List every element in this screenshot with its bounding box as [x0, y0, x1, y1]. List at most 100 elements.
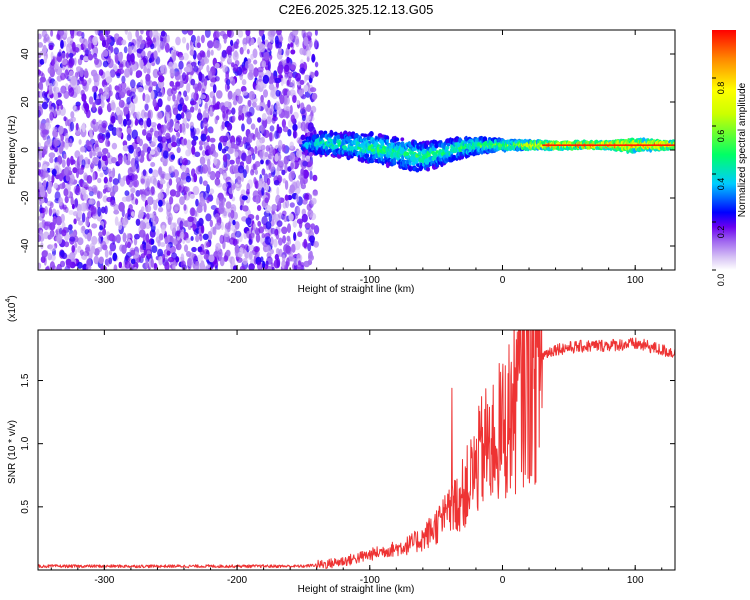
spectrogram-noise-cell [205, 213, 212, 222]
spectrogram-noise-cell [76, 30, 83, 37]
spectrogram-noise-cell [187, 257, 193, 267]
spectrogram-noise-cell [296, 263, 303, 270]
spectrogram-noise-cell [265, 265, 272, 270]
spectrogram-noise-cell [267, 41, 273, 51]
spectrogram-noise-cell [38, 103, 42, 110]
spectrogram-noise-cell [118, 68, 125, 75]
spectrogram-noise-cell [82, 181, 89, 188]
spectrogram-noise-cell [157, 98, 163, 108]
spectrogram-noise-cell [104, 70, 111, 81]
spectrogram-noise-cell [83, 193, 89, 201]
spectrogram-noise-cell [172, 169, 179, 178]
spectrogram-noise-cell [195, 198, 199, 207]
spectrogram-noise-cell [108, 176, 113, 183]
spectrogram-noise-cell [125, 254, 129, 261]
spectrogram-noise-cell [265, 145, 270, 152]
spectrogram-noise-cell [162, 150, 169, 159]
spectrogram-signal-cell [336, 153, 342, 159]
spectrogram-noise-cell [245, 155, 251, 165]
spectrogram-noise-cell [81, 79, 87, 87]
spectrogram-noise-cell [304, 74, 308, 83]
spectrogram-noise-cell [86, 140, 93, 151]
spectrogram-noise-cell [131, 59, 136, 65]
spectrogram-noise-cell [284, 194, 289, 201]
spectrogram-noise-cell [222, 154, 228, 163]
spectrogram-noise-cell [47, 252, 52, 261]
spectrogram-noise-cell [212, 226, 217, 236]
snr-x-tick-label: -300 [94, 575, 114, 586]
spectrogram-noise-cell [93, 90, 97, 101]
spectrogram-noise-cell [198, 71, 203, 82]
spectrogram-noise-cell [181, 264, 187, 270]
spectrogram-noise-cell [58, 173, 64, 182]
spectrogram-noise-cell [302, 160, 308, 167]
spectrogram-noise-cell [38, 222, 43, 230]
spectrogram-noise-cell [106, 37, 112, 44]
spectrogram-noise-cell [214, 222, 222, 230]
spectrogram-noise-cell [145, 222, 151, 229]
spectrogram-noise-cell [38, 262, 42, 269]
spectrogram-noise-cell [131, 211, 135, 218]
spectrogram-y-axis: -40 -20 0 20 40 [20, 48, 675, 253]
spectrogram-noise-cell [75, 84, 81, 95]
spectrogram-noise-cell [314, 30, 318, 36]
spectrogram-noise-cell [216, 197, 220, 206]
spectrogram-noise-cell [180, 112, 185, 119]
spectrogram-noise-cell [199, 156, 206, 165]
spectrogram-noise-cell [150, 162, 156, 167]
spectrogram-noise-cell [195, 166, 202, 175]
spectrogram-noise-cell [250, 169, 255, 176]
spectrogram-noise-cell [298, 89, 304, 97]
spectrogram-noise-cell [51, 174, 55, 184]
snr-y-tick-label: 0.5 [20, 499, 31, 513]
spectrogram-noise-cell [63, 167, 69, 176]
spectrogram-noise-cell [303, 193, 310, 201]
spectrogram-noise-cell [296, 254, 303, 262]
spectrogram-noise-cell [239, 205, 243, 211]
spectrogram-noise-cell [210, 127, 214, 134]
spectrogram-noise-cell [306, 56, 310, 62]
spectrogram-noise-cell [94, 58, 99, 65]
spectrogram-noise-cell [236, 38, 240, 46]
snr-x-label: Height of straight line (km) [298, 584, 415, 595]
spectrogram-noise-cell [187, 216, 194, 223]
spectrogram-noise-cell [182, 72, 187, 81]
spectrogram-noise-cell [97, 236, 101, 245]
spectrogram-noise-cell [213, 40, 220, 48]
spectrogram-noise-cell [40, 256, 46, 263]
spectrogram-noise-cell [305, 228, 312, 235]
spectrogram-noise-cell [292, 95, 297, 103]
spectrogram-noise-cell [166, 243, 171, 251]
spectrogram-noise-cell [253, 176, 257, 185]
spectrogram-noise-cell [53, 182, 58, 189]
spectrogram-noise-cell [250, 123, 256, 130]
spectrogram-noise-cell [49, 244, 56, 252]
spectrogram-noise-cell [79, 146, 86, 153]
spectrogram-noise-cell [232, 219, 236, 226]
spectrogram-noise-cell [39, 71, 44, 77]
spectrogram-noise-cell [69, 121, 75, 132]
spectrogram-noise-cell [64, 69, 69, 80]
spectrogram-noise-cell [287, 71, 294, 79]
spectrogram-noise-cell [257, 117, 262, 123]
spectrogram-noise-cell [234, 151, 239, 158]
spectrogram-noise-cell [179, 156, 183, 164]
spectrogram-noise-cell [167, 95, 171, 102]
spectrogram-noise-cell [98, 135, 105, 144]
spectrogram-noise-cell [287, 35, 293, 44]
spectrogram-noise-cell [114, 216, 119, 226]
spectrogram-noise-cell [92, 36, 98, 46]
spectrogram-noise-cell [256, 131, 261, 140]
spectrogram-noise-cell [172, 51, 177, 61]
spectrogram-noise-cell [255, 105, 261, 111]
spectrogram-noise-cell [214, 62, 220, 69]
spectrogram-noise-cell [171, 85, 178, 91]
spectrogram-noise-cell [42, 170, 49, 178]
spectrogram-noise-cell [39, 204, 43, 214]
colorbar-ticks: 0.0 0.2 0.4 0.6 0.8 [712, 77, 726, 286]
spectrogram-noise-cell [276, 30, 282, 36]
spectrogram-noise-cell [68, 224, 73, 231]
spectrogram-noise-cell [73, 218, 77, 225]
spectrogram-noise-cell [297, 231, 303, 238]
